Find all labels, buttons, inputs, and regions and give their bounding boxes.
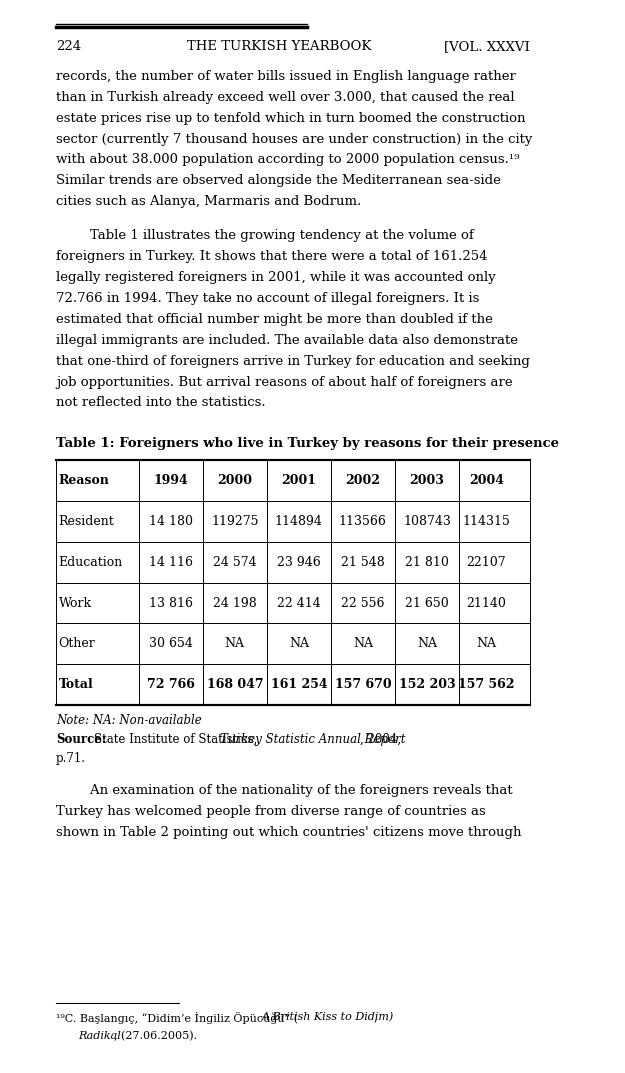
Text: Work: Work (59, 597, 92, 609)
Text: State Institute of Statistics,: State Institute of Statistics, (94, 733, 261, 746)
Text: 113566: 113566 (339, 515, 387, 528)
Text: 22 414: 22 414 (277, 597, 321, 609)
Text: 22 556: 22 556 (341, 597, 384, 609)
Text: Table 1 illustrates the growing tendency at the volume of: Table 1 illustrates the growing tendency… (56, 229, 474, 242)
Text: Education: Education (59, 556, 123, 569)
Text: 21 810: 21 810 (405, 556, 449, 569)
Text: estate prices rise up to tenfold which in turn boomed the construction: estate prices rise up to tenfold which i… (56, 112, 525, 124)
Text: Radikal: Radikal (78, 1031, 121, 1041)
Text: 72 766: 72 766 (147, 678, 195, 691)
Text: p.71.: p.71. (56, 752, 86, 765)
Text: NA: NA (289, 637, 309, 650)
Text: 161 254: 161 254 (271, 678, 327, 691)
Text: 14 116: 14 116 (149, 556, 192, 569)
Text: An examination of the nationality of the foreigners reveals that: An examination of the nationality of the… (56, 784, 512, 797)
Text: NA: NA (417, 637, 437, 650)
Text: ¹⁹C. Başlangıç, “Didim’e İngiliz Öpücüğü” (: ¹⁹C. Başlangıç, “Didim’e İngiliz Öpücüğü… (56, 1012, 298, 1024)
Text: 114894: 114894 (275, 515, 322, 528)
Text: legally registered foreigners in 2001, while it was accounted only: legally registered foreigners in 2001, w… (56, 270, 496, 284)
Text: 157 562: 157 562 (458, 678, 514, 691)
Text: 22107: 22107 (466, 556, 506, 569)
Text: job opportunities. But arrival reasons of about half of foreigners are: job opportunities. But arrival reasons o… (56, 376, 512, 388)
Text: Other: Other (59, 637, 96, 650)
Text: shown in Table 2 pointing out which countries' citizens move through: shown in Table 2 pointing out which coun… (56, 826, 521, 839)
Text: 2001: 2001 (281, 474, 316, 487)
Text: 21 548: 21 548 (341, 556, 385, 569)
Text: 24 198: 24 198 (213, 597, 257, 609)
Text: Similar trends are observed alongside the Mediterranean sea-side: Similar trends are observed alongside th… (56, 174, 501, 188)
Text: , (27.06.2005).: , (27.06.2005). (114, 1031, 198, 1042)
Text: cities such as Alanya, Marmaris and Bodrum.: cities such as Alanya, Marmaris and Bodr… (56, 195, 361, 208)
Text: Turkey has welcomed people from diverse range of countries as: Turkey has welcomed people from diverse … (56, 805, 486, 819)
Text: with about 38.000 population according to 2000 population census.¹⁹: with about 38.000 population according t… (56, 153, 519, 166)
Text: 2003: 2003 (409, 474, 444, 487)
Text: 14 180: 14 180 (149, 515, 192, 528)
Text: 152 203: 152 203 (399, 678, 455, 691)
Text: 108743: 108743 (403, 515, 451, 528)
Text: 72.766 in 1994. They take no account of illegal foreigners. It is: 72.766 in 1994. They take no account of … (56, 292, 479, 305)
Text: illegal immigrants are included. The available data also demonstrate: illegal immigrants are included. The ava… (56, 334, 518, 347)
Text: 2000: 2000 (217, 474, 252, 487)
Text: Table 1: Foreigners who live in Turkey by reasons for their presence: Table 1: Foreigners who live in Turkey b… (56, 437, 559, 450)
Text: NA: NA (225, 637, 245, 650)
Text: 157 670: 157 670 (334, 678, 391, 691)
Text: Reason: Reason (59, 474, 109, 487)
Text: 24 574: 24 574 (213, 556, 257, 569)
Text: not reflected into the statistics.: not reflected into the statistics. (56, 396, 266, 410)
Text: foreigners in Turkey. It shows that there were a total of 161.254: foreigners in Turkey. It shows that ther… (56, 250, 488, 263)
Text: 2004: 2004 (469, 474, 504, 487)
Text: Source:: Source: (56, 733, 106, 746)
Text: 1994: 1994 (153, 474, 188, 487)
Text: NA: NA (353, 637, 373, 650)
Text: A British Kiss to Didim): A British Kiss to Didim) (262, 1012, 394, 1023)
Text: 114315: 114315 (462, 515, 510, 528)
Text: 2002: 2002 (346, 474, 381, 487)
Text: THE TURKISH YEARBOOK: THE TURKISH YEARBOOK (187, 40, 371, 53)
Text: 13 816: 13 816 (149, 597, 192, 609)
Text: 23 946: 23 946 (277, 556, 321, 569)
Text: records, the number of water bills issued in English language rather: records, the number of water bills issue… (56, 70, 516, 83)
Text: 30 654: 30 654 (149, 637, 192, 650)
Text: 21 650: 21 650 (405, 597, 449, 609)
Text: 21140: 21140 (466, 597, 506, 609)
Text: estimated that official number might be more than doubled if the: estimated that official number might be … (56, 312, 493, 326)
Text: NA: NA (476, 637, 496, 650)
Text: sector (currently 7 thousand houses are under construction) in the city: sector (currently 7 thousand houses are … (56, 132, 532, 146)
Text: [VOL. XXXVI: [VOL. XXXVI (444, 40, 530, 53)
Text: Note: NA: Non-available: Note: NA: Non-available (56, 714, 201, 726)
Text: Resident: Resident (59, 515, 114, 528)
Text: that one-third of foreigners arrive in Turkey for education and seeking: that one-third of foreigners arrive in T… (56, 354, 529, 368)
Text: 168 047: 168 047 (206, 678, 263, 691)
Text: , 2004,: , 2004, (360, 733, 401, 746)
Text: 224: 224 (56, 40, 81, 53)
Text: than in Turkish already exceed well over 3.000, that caused the real: than in Turkish already exceed well over… (56, 90, 514, 104)
Text: ,: , (374, 1012, 378, 1021)
Text: 119275: 119275 (211, 515, 259, 528)
Text: Total: Total (59, 678, 93, 691)
Text: Turkey Statistic Annual Report: Turkey Statistic Annual Report (221, 733, 406, 746)
